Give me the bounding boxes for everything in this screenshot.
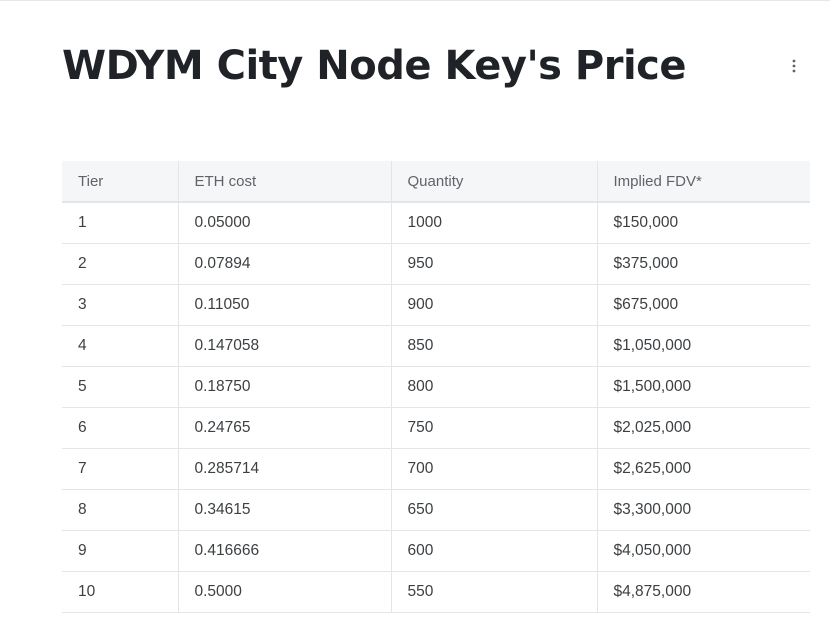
eth-cost-cell: 0.11050 bbox=[178, 284, 392, 326]
implied-fdv-cell: $675,000 bbox=[597, 284, 810, 326]
quantity-cell: 750 bbox=[391, 407, 598, 449]
eth-cost-cell: 0.24765 bbox=[178, 407, 392, 449]
column-header-quantity[interactable]: Quantity bbox=[391, 161, 598, 203]
more-vertical-icon bbox=[792, 59, 796, 73]
tier-cell: 8 bbox=[62, 489, 179, 531]
column-header-tier[interactable]: Tier bbox=[62, 161, 179, 203]
table-row: 3 0.11050 900 $675,000 bbox=[62, 284, 810, 326]
more-options-button[interactable] bbox=[782, 54, 806, 78]
quantity-cell: 850 bbox=[391, 325, 598, 367]
table-row: 5 0.18750 800 $1,500,000 bbox=[62, 366, 810, 408]
quantity-cell: 1000 bbox=[391, 202, 598, 244]
implied-fdv-cell: $4,050,000 bbox=[597, 530, 810, 572]
tier-cell: 7 bbox=[62, 448, 179, 490]
top-divider bbox=[0, 0, 830, 1]
tier-cell: 9 bbox=[62, 530, 179, 572]
implied-fdv-cell: $2,025,000 bbox=[597, 407, 810, 449]
implied-fdv-cell: $375,000 bbox=[597, 243, 810, 285]
tier-cell: 3 bbox=[62, 284, 179, 326]
quantity-cell: 900 bbox=[391, 284, 598, 326]
implied-fdv-cell: $3,300,000 bbox=[597, 489, 810, 531]
tier-cell: 1 bbox=[62, 202, 179, 244]
implied-fdv-cell: $150,000 bbox=[597, 202, 810, 244]
table-row: 2 0.07894 950 $375,000 bbox=[62, 243, 810, 285]
eth-cost-cell: 0.05000 bbox=[178, 202, 392, 244]
implied-fdv-cell: $4,875,000 bbox=[597, 571, 810, 613]
eth-cost-cell: 0.5000 bbox=[178, 571, 392, 613]
eth-cost-cell: 0.07894 bbox=[178, 243, 392, 285]
table-row: 1 0.05000 1000 $150,000 bbox=[62, 202, 810, 244]
page-title: WDYM City Node Key's Price bbox=[62, 43, 687, 89]
tier-cell: 4 bbox=[62, 325, 179, 367]
eth-cost-cell: 0.285714 bbox=[178, 448, 392, 490]
column-header-implied-fdv[interactable]: Implied FDV* bbox=[597, 161, 810, 203]
price-table-container: Tier ETH cost Quantity Implied FDV* 1 0.… bbox=[62, 161, 810, 620]
tier-cell: 6 bbox=[62, 407, 179, 449]
tier-cell: 5 bbox=[62, 366, 179, 408]
table-row: 8 0.34615 650 $3,300,000 bbox=[62, 489, 810, 531]
implied-fdv-cell: $1,500,000 bbox=[597, 366, 810, 408]
quantity-cell: 600 bbox=[391, 530, 598, 572]
table-header-row: Tier ETH cost Quantity Implied FDV* bbox=[62, 161, 810, 203]
quantity-cell: 700 bbox=[391, 448, 598, 490]
column-header-eth-cost[interactable]: ETH cost bbox=[178, 161, 392, 203]
table-row: 6 0.24765 750 $2,025,000 bbox=[62, 407, 810, 449]
tier-cell: 10 bbox=[62, 571, 179, 613]
table-row: 10 0.5000 550 $4,875,000 bbox=[62, 571, 810, 613]
table-row: 9 0.416666 600 $4,050,000 bbox=[62, 530, 810, 572]
table-row: 4 0.147058 850 $1,050,000 bbox=[62, 325, 810, 367]
quantity-cell: 550 bbox=[391, 571, 598, 613]
implied-fdv-cell: $1,050,000 bbox=[597, 325, 810, 367]
quantity-cell: 800 bbox=[391, 366, 598, 408]
eth-cost-cell: 0.416666 bbox=[178, 530, 392, 572]
eth-cost-cell: 0.147058 bbox=[178, 325, 392, 367]
eth-cost-cell: 0.18750 bbox=[178, 366, 392, 408]
tier-cell: 2 bbox=[62, 243, 179, 285]
price-table: Tier ETH cost Quantity Implied FDV* 1 0.… bbox=[62, 161, 810, 613]
implied-fdv-cell: $2,625,000 bbox=[597, 448, 810, 490]
quantity-cell: 950 bbox=[391, 243, 598, 285]
quantity-cell: 650 bbox=[391, 489, 598, 531]
eth-cost-cell: 0.34615 bbox=[178, 489, 392, 531]
table-row: 7 0.285714 700 $2,625,000 bbox=[62, 448, 810, 490]
